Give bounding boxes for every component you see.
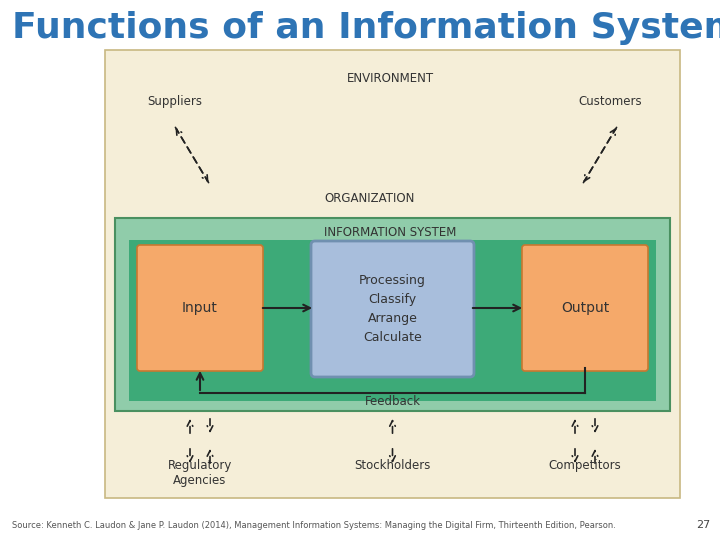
Text: Source: Kenneth C. Laudon & Jane P. Laudon (2014), Management Information System: Source: Kenneth C. Laudon & Jane P. Laud… xyxy=(12,521,616,530)
Text: Regulatory
Agencies: Regulatory Agencies xyxy=(168,459,232,487)
FancyBboxPatch shape xyxy=(522,245,648,371)
Text: 27: 27 xyxy=(696,520,710,530)
Text: Input: Input xyxy=(182,301,218,315)
FancyBboxPatch shape xyxy=(137,245,263,371)
Text: Functions of an Information System: Functions of an Information System xyxy=(12,11,720,45)
Text: Output: Output xyxy=(561,301,609,315)
Text: ENVIRONMENT: ENVIRONMENT xyxy=(346,72,433,85)
Bar xyxy=(129,240,656,401)
Bar xyxy=(105,50,680,498)
Text: Stockholders: Stockholders xyxy=(354,459,431,472)
Text: Processing
Classify
Arrange
Calculate: Processing Classify Arrange Calculate xyxy=(359,274,426,344)
Text: ORGANIZATION: ORGANIZATION xyxy=(325,192,415,205)
Bar xyxy=(115,218,670,411)
Text: Customers: Customers xyxy=(578,95,642,108)
Text: Competitors: Competitors xyxy=(549,459,621,472)
Text: INFORMATION SYSTEM: INFORMATION SYSTEM xyxy=(324,226,456,239)
Text: Feedback: Feedback xyxy=(364,395,420,408)
FancyBboxPatch shape xyxy=(311,241,474,377)
Text: Suppliers: Suppliers xyxy=(148,95,202,108)
